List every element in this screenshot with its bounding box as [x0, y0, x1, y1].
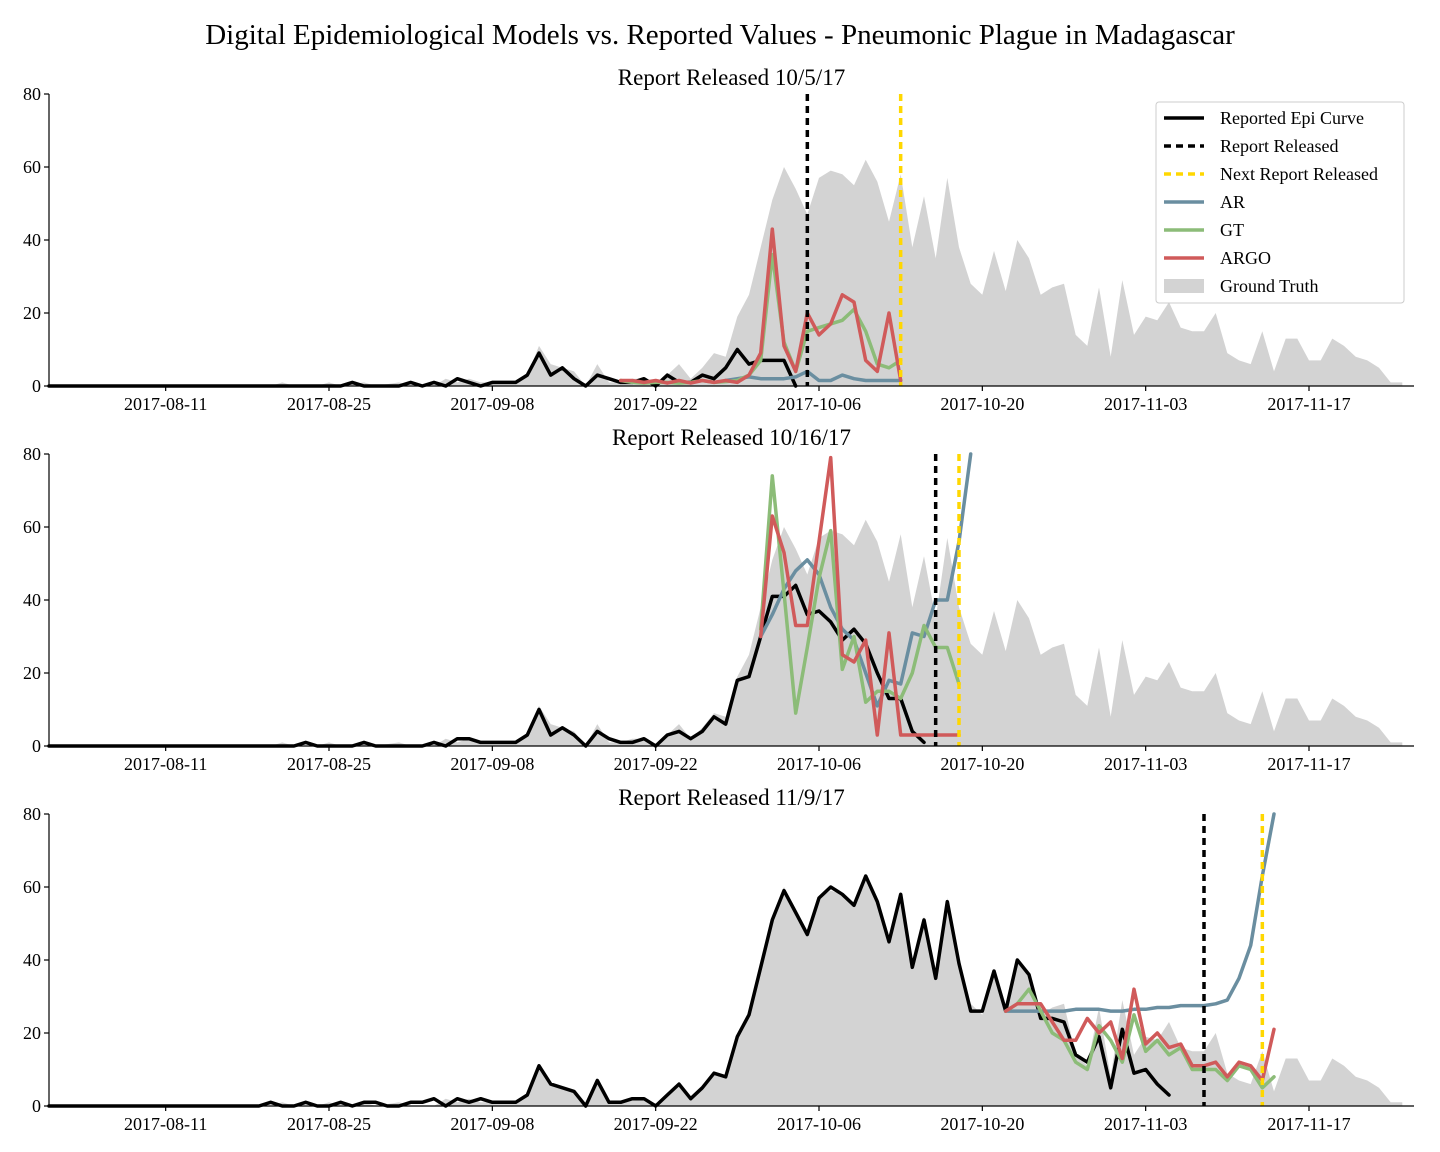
panel-3: Report Released 11/9/17 0 20 40 60 80 2017-08-… — [23, 785, 1414, 1134]
x-tick-label: 2017-09-08 — [450, 754, 534, 774]
x-tick-label: 2017-10-06 — [777, 754, 861, 774]
ar-line — [1003, 812, 1276, 1013]
y-tick-label: 40 — [23, 950, 41, 970]
x-tick-label: 2017-09-22 — [614, 394, 698, 414]
panel-title: Report Released 10/5/17 — [618, 65, 845, 90]
x-tick-label: 2017-10-20 — [940, 394, 1024, 414]
legend-label: AR — [1220, 192, 1245, 212]
legend-label: Report Released — [1220, 136, 1338, 156]
x-tick-label: 2017-10-06 — [777, 394, 861, 414]
legend-item: Reported Epi Curve — [1164, 108, 1364, 128]
x-tick-label: 2017-08-11 — [124, 394, 207, 414]
legend-swatch — [1164, 279, 1204, 293]
x-tick-label: 2017-09-08 — [450, 394, 534, 414]
y-tick-label: 60 — [23, 877, 41, 897]
y-tick-label: 60 — [23, 157, 41, 177]
x-tick-label: 2017-08-25 — [287, 1114, 371, 1134]
y-tick-label: 0 — [32, 736, 41, 756]
y-tick-label: 80 — [23, 84, 41, 104]
x-tick-label: 2017-08-25 — [287, 754, 371, 774]
x-tick-label: 2017-11-17 — [1267, 1114, 1350, 1134]
y-tick-label: 80 — [23, 804, 41, 824]
reported-epi-curve-line — [47, 583, 926, 748]
x-tick-label: 2017-09-08 — [450, 1114, 534, 1134]
y-tick-label: 40 — [23, 590, 41, 610]
x-tick-label: 2017-08-11 — [124, 754, 207, 774]
argo-line — [1003, 987, 1276, 1083]
ar-line — [723, 369, 903, 383]
x-tick-label: 2017-11-03 — [1104, 394, 1187, 414]
legend-item: Ground Truth — [1164, 276, 1319, 296]
legend: Reported Epi Curve Report Released Next Re… — [1155, 101, 1405, 304]
y-tick-label: 80 — [23, 444, 41, 464]
panels: Report Released 10/5/17 0 20 40 60 80 2017-08-… — [23, 65, 1414, 1134]
legend-label: ARGO — [1220, 248, 1271, 268]
y-tick-label: 20 — [23, 1023, 41, 1043]
ground-truth-area — [49, 519, 1403, 746]
reported-epi-curve-line — [47, 347, 798, 388]
x-tick-label: 2017-10-20 — [940, 754, 1024, 774]
x-tick-label: 2017-11-17 — [1267, 394, 1350, 414]
legend-item: ARGO — [1164, 248, 1271, 268]
x-tick-label: 2017-10-20 — [940, 1114, 1024, 1134]
panel-title: Report Released 10/16/17 — [612, 425, 851, 450]
x-tick-label: 2017-09-22 — [614, 754, 698, 774]
y-tick-label: 20 — [23, 303, 41, 323]
legend-item: Report Released — [1164, 136, 1338, 156]
x-tick-label: 2017-11-03 — [1104, 1114, 1187, 1134]
y-tick-label: 0 — [32, 376, 41, 396]
legend-label: GT — [1220, 220, 1244, 240]
legend-label: Reported Epi Curve — [1220, 108, 1364, 128]
y-tick-label: 40 — [23, 230, 41, 250]
argo-line — [758, 455, 961, 737]
panel-title: Report Released 11/9/17 — [618, 785, 845, 810]
x-tick-label: 2017-08-11 — [124, 1114, 207, 1134]
ground-truth-area — [49, 159, 1403, 386]
gt-line — [1003, 987, 1276, 1090]
legend-label: Ground Truth — [1220, 276, 1319, 296]
x-tick-label: 2017-09-22 — [614, 1114, 698, 1134]
legend-label: Next Report Released — [1220, 164, 1378, 184]
legend-item: Next Report Released — [1164, 164, 1378, 184]
x-tick-label: 2017-11-03 — [1104, 754, 1187, 774]
legend-frame — [1155, 101, 1405, 304]
panel-1: Report Released 10/5/17 0 20 40 60 80 2017-08-… — [23, 65, 1414, 414]
y-tick-label: 0 — [32, 1096, 41, 1116]
y-tick-label: 20 — [23, 663, 41, 683]
figure-title: Digital Epidemiological Models vs. Repor… — [205, 19, 1235, 51]
x-tick-label: 2017-10-06 — [777, 1114, 861, 1134]
ground-truth-area — [49, 879, 1403, 1106]
y-tick-label: 60 — [23, 517, 41, 537]
gt-line — [758, 474, 961, 715]
panel-2: Report Released 10/16/17 0 20 40 60 80 2017-08… — [23, 425, 1414, 774]
x-tick-label: 2017-08-25 — [287, 394, 371, 414]
argo-line — [618, 227, 903, 385]
legend-item: GT — [1164, 220, 1244, 240]
x-tick-label: 2017-11-17 — [1267, 754, 1350, 774]
legend-item: AR — [1164, 192, 1245, 212]
